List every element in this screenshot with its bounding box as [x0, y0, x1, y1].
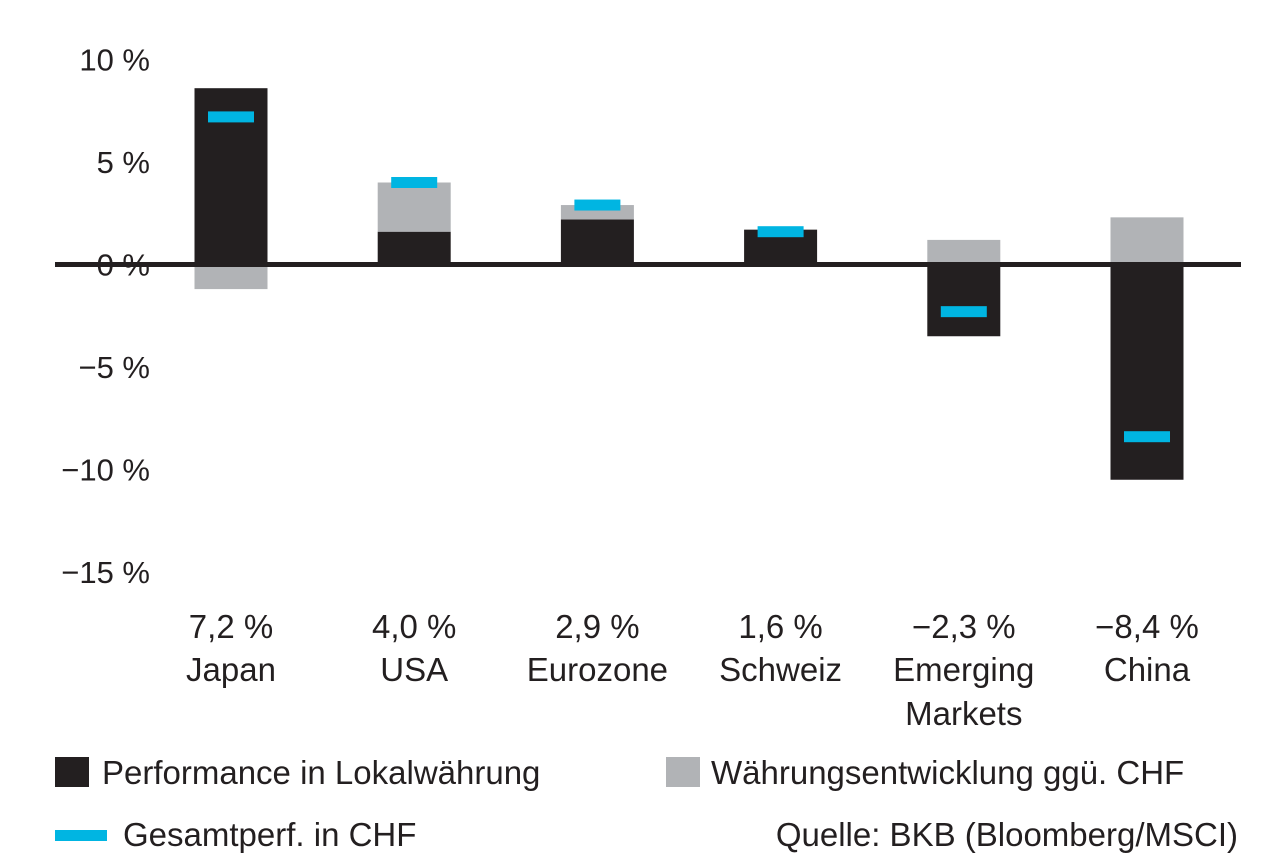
marker-schweiz: [757, 226, 804, 238]
total-markers: [208, 111, 1170, 443]
value-label: 7,2 %: [189, 608, 273, 645]
legend-label-total: Gesamtperf. in CHF: [123, 816, 417, 853]
bar-emerging-markets-currency: [927, 239, 1001, 265]
legend-swatch-total: [55, 830, 107, 841]
marker-eurozone: [574, 199, 621, 211]
value-label: 1,6 %: [738, 608, 822, 645]
value-label: 2,9 %: [555, 608, 639, 645]
y-tick-label: −10 %: [61, 453, 150, 488]
y-tick-label: 5 %: [97, 145, 150, 180]
marker-emerging-markets: [940, 306, 987, 318]
legend-label-local: Performance in Lokalwährung: [102, 754, 541, 791]
category-label: China: [1104, 651, 1191, 688]
legend-label-currency: Währungsentwicklung ggü. CHF: [711, 754, 1185, 791]
marker-japan: [208, 111, 254, 123]
y-tick-label: −15 %: [61, 555, 150, 590]
bar-china-currency: [1110, 217, 1184, 265]
value-label: −2,3 %: [912, 608, 1016, 645]
bar-china-local: [1110, 264, 1184, 480]
legend-swatch-currency: [666, 757, 700, 787]
legend-swatch-local: [55, 757, 89, 787]
source-note: Quelle: BKB (Bloomberg/MSCI): [775, 816, 1238, 853]
y-tick-label: 10 %: [79, 43, 150, 78]
marker-china: [1124, 431, 1170, 443]
y-tick-label: −5 %: [78, 350, 150, 385]
bar-usa-local: [377, 231, 451, 265]
x-axis-labels: 7,2 % Japan 4,0 % USA 2,9 % Eurozone 1,6 % Schw…: [186, 608, 1199, 732]
bar-emerging-markets-local: [927, 264, 1001, 337]
bars: [194, 88, 1184, 480]
category-label: USA: [380, 651, 448, 688]
value-label: −8,4 %: [1095, 608, 1199, 645]
bar-usa-currency: [377, 182, 451, 232]
category-label: Japan: [186, 651, 276, 688]
bar-japan-currency: [194, 264, 268, 290]
value-label: 4,0 %: [372, 608, 456, 645]
category-label: Emerging Markets: [893, 651, 1034, 732]
marker-usa: [391, 177, 438, 188]
category-label: Schweiz: [719, 651, 842, 688]
bar-eurozone-local: [560, 219, 634, 265]
y-axis-ticks: 10 %5 %0 %−5 %−10 %−15 %: [61, 43, 150, 591]
category-label: Eurozone: [527, 651, 668, 688]
